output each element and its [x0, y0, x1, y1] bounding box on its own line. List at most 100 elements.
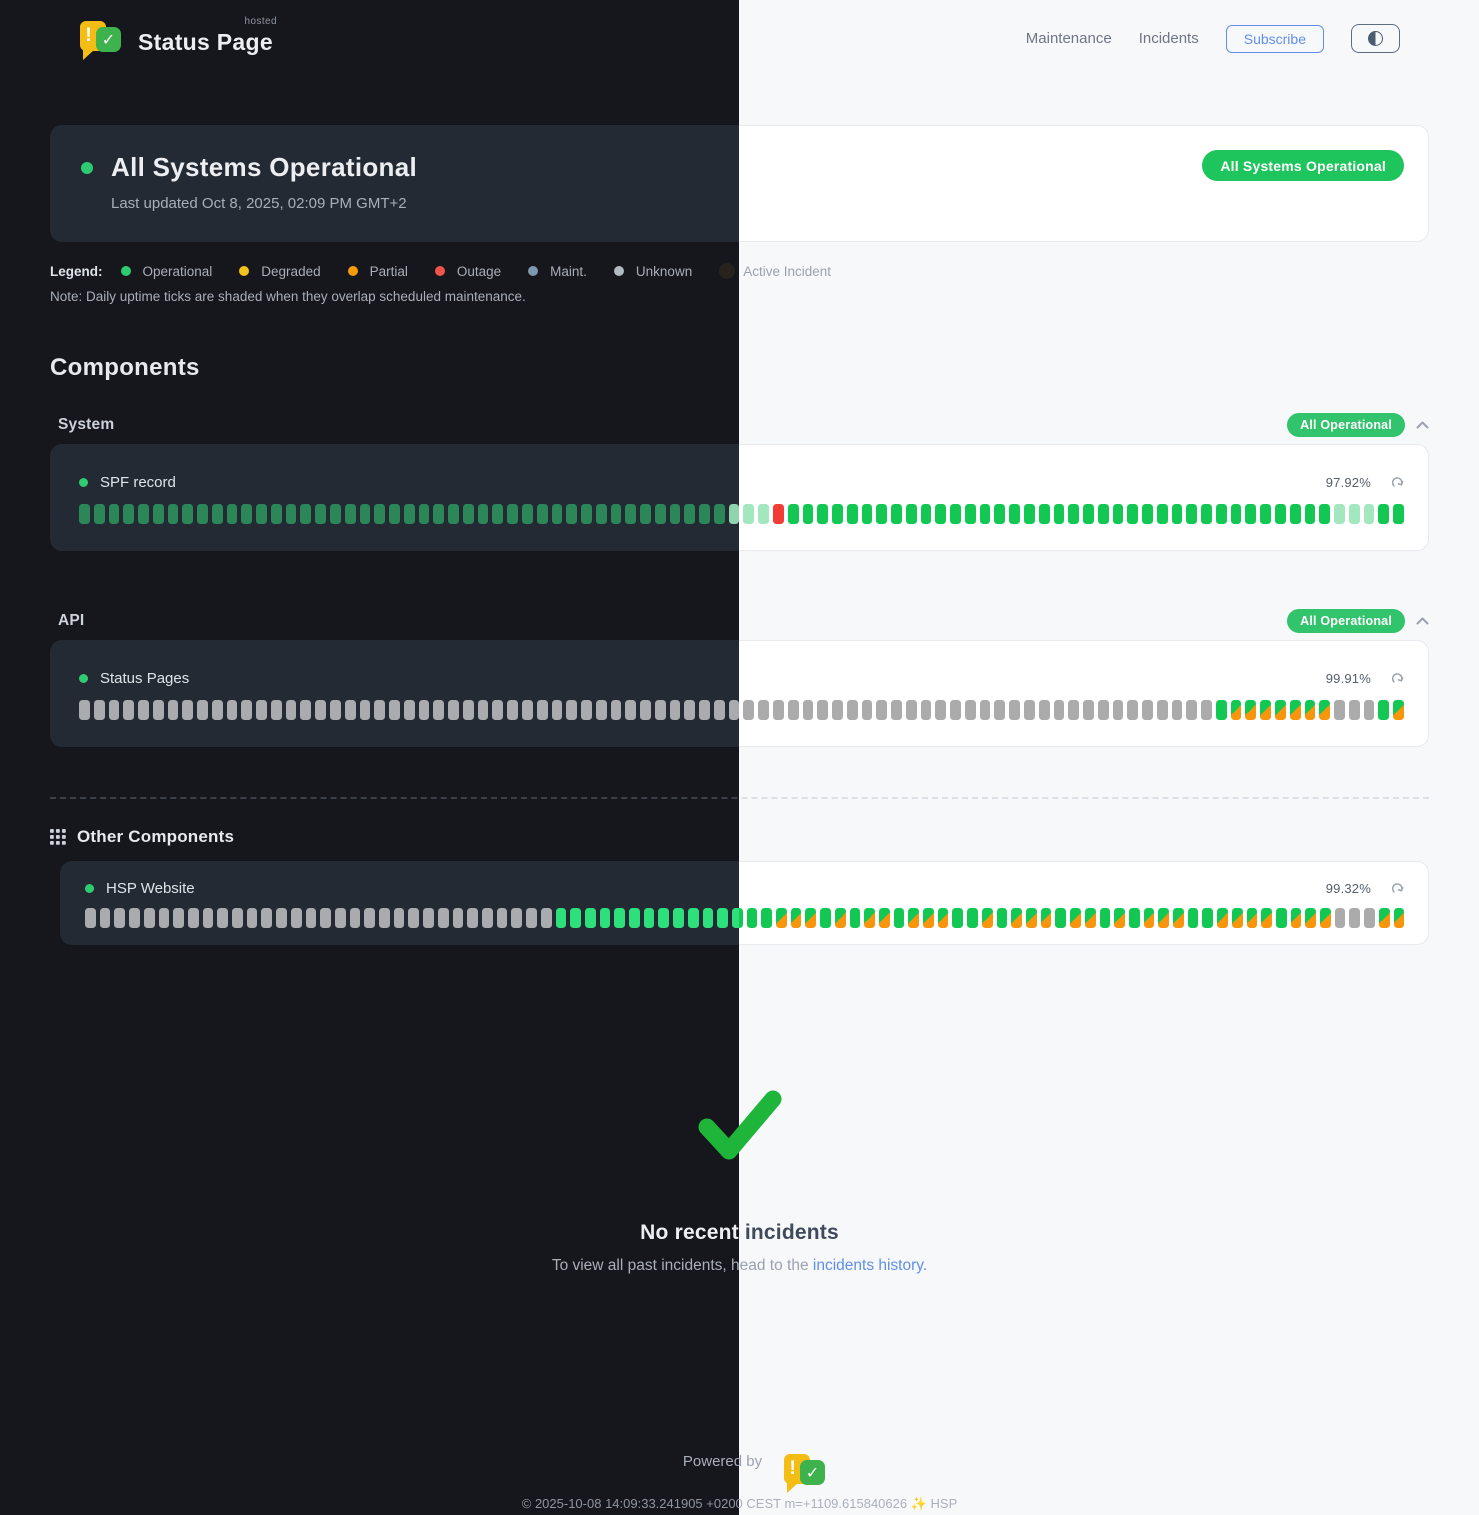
uptime-tick[interactable] — [699, 700, 710, 720]
uptime-tick[interactable] — [197, 700, 208, 720]
uptime-tick[interactable] — [1275, 908, 1287, 928]
uptime-tick[interactable] — [389, 504, 400, 524]
uptime-tick[interactable] — [669, 504, 681, 524]
uptime-tick[interactable] — [581, 700, 592, 720]
uptime-tick[interactable] — [555, 908, 567, 928]
uptime-tick[interactable] — [758, 504, 769, 524]
uptime-tick[interactable] — [581, 504, 592, 524]
uptime-tick[interactable] — [595, 700, 607, 720]
uptime-tick[interactable] — [743, 700, 755, 720]
uptime-tick[interactable] — [687, 908, 699, 928]
uptime-tick[interactable] — [610, 700, 622, 720]
uptime-tick[interactable] — [758, 700, 769, 720]
uptime-tick[interactable] — [625, 700, 637, 720]
uptime-tick[interactable] — [776, 908, 787, 928]
uptime-tick[interactable] — [950, 700, 961, 720]
uptime-tick[interactable] — [610, 504, 622, 524]
uptime-tick[interactable] — [1068, 504, 1080, 524]
uptime-tick[interactable] — [1378, 700, 1390, 720]
uptime-tick[interactable] — [1084, 908, 1096, 928]
uptime-tick[interactable] — [1187, 908, 1199, 928]
uptime-tick[interactable] — [1009, 504, 1020, 524]
uptime-tick[interactable] — [99, 908, 111, 928]
uptime-tick[interactable] — [1083, 504, 1094, 524]
uptime-tick[interactable] — [1275, 700, 1286, 720]
uptime-tick[interactable] — [1038, 504, 1050, 524]
uptime-tick[interactable] — [1055, 908, 1067, 928]
uptime-tick[interactable] — [772, 700, 784, 720]
uptime-tick[interactable] — [790, 908, 802, 928]
uptime-tick[interactable] — [1289, 504, 1301, 524]
uptime-tick[interactable] — [138, 504, 149, 524]
uptime-tick[interactable] — [477, 504, 489, 524]
uptime-tick[interactable] — [1363, 504, 1375, 524]
uptime-tick[interactable] — [448, 700, 459, 720]
uptime-tick[interactable] — [699, 504, 710, 524]
uptime-tick[interactable] — [937, 908, 949, 928]
uptime-tick[interactable] — [108, 700, 120, 720]
uptime-tick[interactable] — [1289, 700, 1301, 720]
uptime-tick[interactable] — [1215, 700, 1227, 720]
uptime-tick[interactable] — [994, 700, 1006, 720]
uptime-tick[interactable] — [359, 504, 371, 524]
uptime-tick[interactable] — [211, 504, 223, 524]
uptime-tick[interactable] — [817, 504, 829, 524]
uptime-tick[interactable] — [403, 504, 415, 524]
uptime-tick[interactable] — [496, 908, 508, 928]
uptime-tick[interactable] — [964, 700, 976, 720]
uptime-tick[interactable] — [1201, 504, 1212, 524]
uptime-tick[interactable] — [832, 504, 843, 524]
uptime-tick[interactable] — [300, 700, 312, 720]
uptime-tick[interactable] — [1334, 504, 1345, 524]
uptime-tick[interactable] — [241, 504, 253, 524]
uptime-tick[interactable] — [713, 700, 725, 720]
uptime-tick[interactable] — [996, 908, 1008, 928]
uptime-tick[interactable] — [746, 908, 758, 928]
uptime-tick[interactable] — [920, 504, 932, 524]
uptime-tick[interactable] — [817, 700, 829, 720]
uptime-tick[interactable] — [876, 700, 888, 720]
uptime-tick[interactable] — [566, 700, 578, 720]
uptime-tick[interactable] — [256, 700, 267, 720]
uptime-tick[interactable] — [834, 908, 846, 928]
uptime-tick[interactable] — [349, 908, 361, 928]
uptime-tick[interactable] — [731, 908, 739, 928]
uptime-tick[interactable] — [1040, 908, 1052, 928]
uptime-tick[interactable] — [625, 504, 637, 524]
uptime-tick[interactable] — [521, 700, 533, 720]
uptime-tick[interactable] — [1201, 700, 1212, 720]
uptime-tick[interactable] — [1215, 504, 1227, 524]
uptime-tick[interactable] — [981, 908, 993, 928]
uptime-tick[interactable] — [1156, 504, 1168, 524]
uptime-tick[interactable] — [1334, 700, 1345, 720]
uptime-tick[interactable] — [305, 908, 317, 928]
uptime-tick[interactable] — [1202, 908, 1214, 928]
uptime-tick[interactable] — [1099, 908, 1111, 928]
uptime-tick[interactable] — [423, 908, 434, 928]
uptime-tick[interactable] — [359, 700, 371, 720]
uptime-tick[interactable] — [1171, 504, 1183, 524]
uptime-tick[interactable] — [1245, 700, 1257, 720]
uptime-tick[interactable] — [876, 504, 888, 524]
uptime-tick[interactable] — [1275, 504, 1286, 524]
uptime-tick[interactable] — [123, 504, 135, 524]
uptime-tick[interactable] — [173, 908, 184, 928]
uptime-tick[interactable] — [805, 908, 817, 928]
uptime-tick[interactable] — [1348, 700, 1360, 720]
uptime-tick[interactable] — [143, 908, 155, 928]
uptime-tick[interactable] — [599, 908, 611, 928]
uptime-tick[interactable] — [536, 504, 548, 524]
uptime-tick[interactable] — [967, 908, 978, 928]
uptime-tick[interactable] — [861, 504, 873, 524]
uptime-tick[interactable] — [1142, 700, 1153, 720]
uptime-tick[interactable] — [1053, 700, 1065, 720]
uptime-tick[interactable] — [1173, 908, 1184, 928]
uptime-tick[interactable] — [320, 908, 331, 928]
uptime-tick[interactable] — [433, 700, 445, 720]
uptime-tick[interactable] — [1186, 700, 1198, 720]
uptime-tick[interactable] — [1097, 504, 1109, 524]
uptime-tick[interactable] — [511, 908, 523, 928]
incidents-history-link[interactable]: incidents history. — [812, 1257, 928, 1274]
subscribe-button[interactable]: Subscribe — [1225, 24, 1324, 53]
uptime-tick[interactable] — [1261, 908, 1272, 928]
